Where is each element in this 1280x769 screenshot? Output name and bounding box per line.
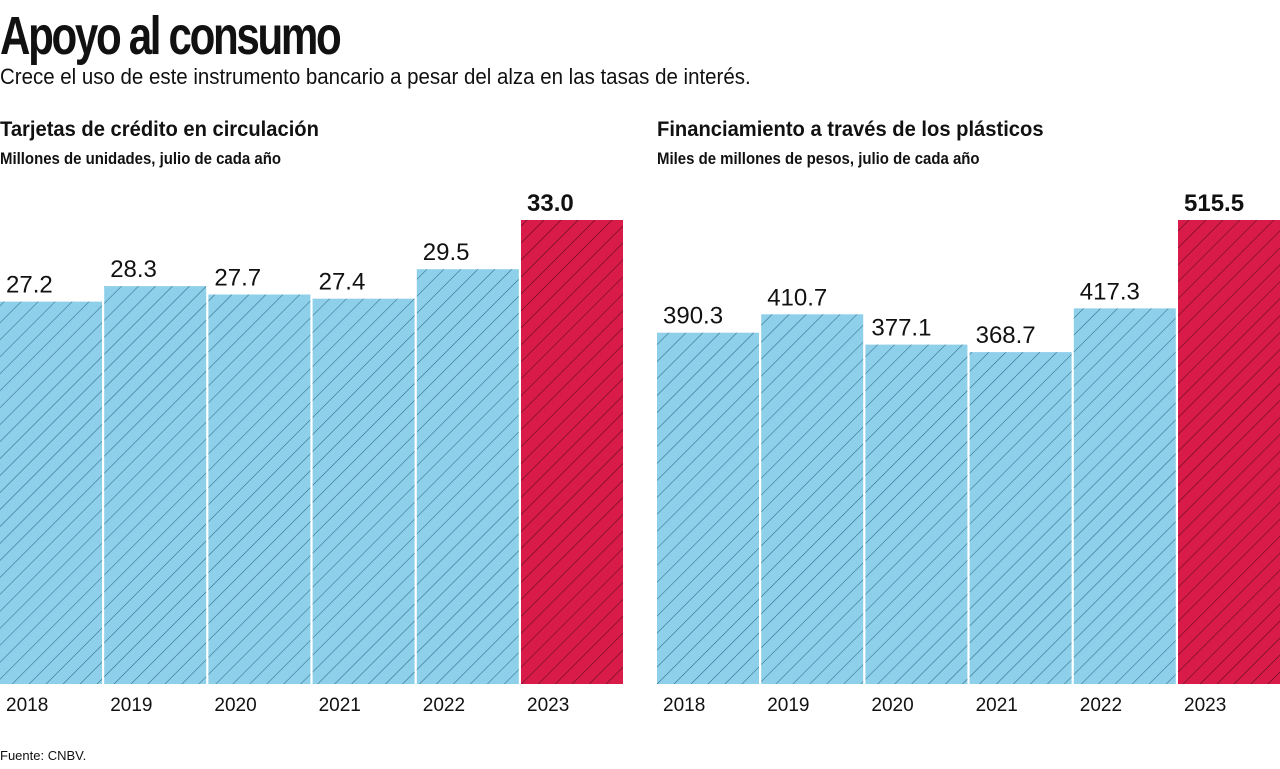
x-tick-2020: 2020 <box>214 695 256 716</box>
page-subtitle: Crece el uso de este instrumento bancari… <box>0 64 751 89</box>
x-tick-2020: 2020 <box>871 695 913 716</box>
x-tick-2022: 2022 <box>423 695 465 716</box>
x-tick-2021: 2021 <box>319 695 361 716</box>
x-tick-2019: 2019 <box>110 695 152 716</box>
chart-2-title: Financiamiento a través de los plásticos <box>657 118 1044 141</box>
x-tick-2019: 2019 <box>767 695 809 716</box>
chart-financing: 390.3 2018 410.7 2019 377.1 2020 368.7 2021 417.… <box>657 190 1280 716</box>
bar-2019 <box>761 314 864 684</box>
bar-2020 <box>208 294 311 684</box>
bar-charts: 27.2 2018 28.3 2019 27.7 2020 27.4 2021 29.5 2022… <box>0 190 1280 716</box>
bar-2018 <box>657 332 759 684</box>
bar-2020 <box>865 344 968 684</box>
x-tick-2023: 2023 <box>527 695 569 716</box>
chart-credit-cards: 27.2 2018 28.3 2019 27.7 2020 27.4 2021 29.5 2022… <box>0 190 623 716</box>
value-label-2020: 27.7 <box>214 265 261 292</box>
value-label-2021: 27.4 <box>319 269 366 296</box>
bar-2021 <box>312 298 415 684</box>
value-label-2018: 390.3 <box>663 303 723 330</box>
value-label-2019: 28.3 <box>110 256 157 283</box>
x-tick-2023: 2023 <box>1184 695 1226 716</box>
value-label-2022: 29.5 <box>423 239 470 266</box>
bar-2021 <box>969 352 1072 684</box>
bar-2022 <box>1073 308 1176 684</box>
bar-2022 <box>416 269 519 684</box>
value-label-2020: 377.1 <box>871 315 931 342</box>
bar-2023 <box>1178 220 1280 684</box>
chart-1-unit: Millones de unidades, julio de cada año <box>0 149 281 168</box>
value-label-2019: 410.7 <box>767 284 827 311</box>
bar-2018 <box>0 301 102 684</box>
x-tick-2021: 2021 <box>976 695 1018 716</box>
x-tick-2018: 2018 <box>6 695 48 716</box>
bar-2019 <box>104 286 207 684</box>
value-label-2018: 27.2 <box>6 272 53 299</box>
x-tick-2018: 2018 <box>663 695 705 716</box>
source-note: Fuente: CNBV. <box>0 748 87 763</box>
bar-2023 <box>521 220 623 684</box>
chart-1-title: Tarjetas de crédito en circulación <box>0 118 319 141</box>
value-label-2021: 368.7 <box>976 322 1036 349</box>
x-tick-2022: 2022 <box>1080 695 1122 716</box>
chart-2-unit: Miles de millones de pesos, julio de cad… <box>657 149 980 168</box>
value-label-2022: 417.3 <box>1080 278 1140 305</box>
value-label-2023: 33.0 <box>527 190 574 217</box>
page-title: Apoyo al consumo <box>0 6 342 66</box>
value-label-2023: 515.5 <box>1184 190 1244 217</box>
